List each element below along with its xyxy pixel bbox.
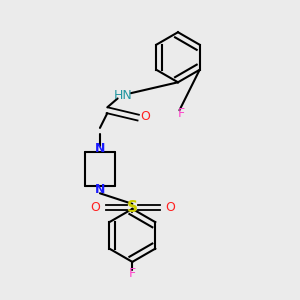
Text: S: S (127, 200, 138, 215)
Text: O: O (141, 110, 151, 123)
Text: O: O (91, 201, 100, 214)
Text: HN: HN (114, 89, 133, 102)
Text: N: N (95, 142, 105, 155)
Text: F: F (177, 107, 184, 120)
Text: F: F (129, 267, 136, 280)
Text: N: N (95, 183, 105, 196)
Text: O: O (166, 201, 176, 214)
